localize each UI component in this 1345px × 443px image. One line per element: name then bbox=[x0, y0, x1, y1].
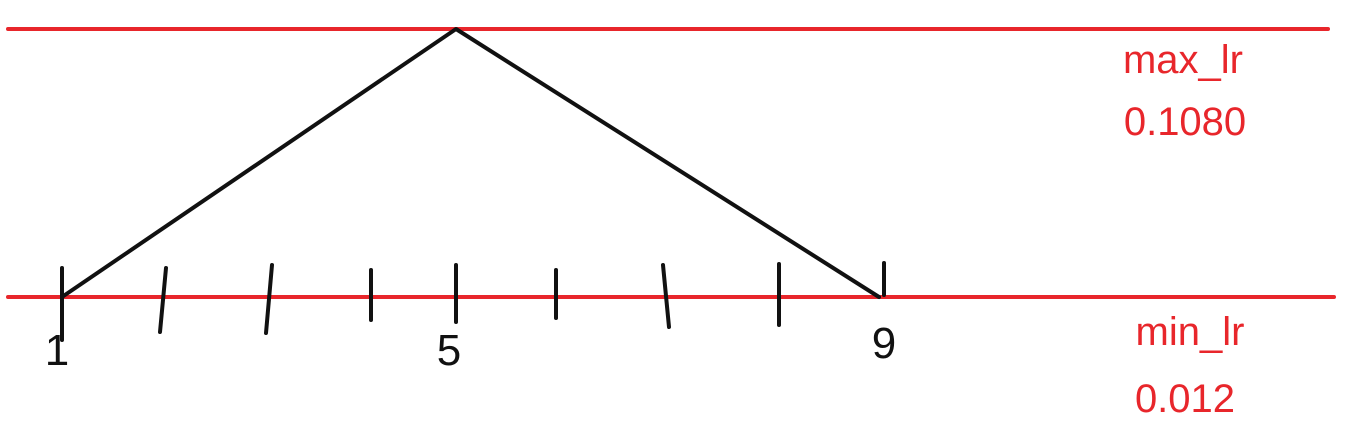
tick-mark-2 bbox=[158, 266, 168, 334]
tick-label-9: 9 bbox=[872, 319, 896, 368]
axis-ticks bbox=[60, 261, 886, 342]
min-lr-value: 0.012 bbox=[1135, 377, 1235, 421]
min-lr-label: min_lr bbox=[1136, 310, 1245, 354]
max-lr-label: max_lr bbox=[1123, 38, 1243, 82]
triangular-schedule-line bbox=[60, 27, 881, 299]
tick-mark-7 bbox=[661, 263, 671, 329]
axis-tick-labels: 1 5 9 bbox=[45, 319, 896, 375]
tick-label-5: 5 bbox=[437, 326, 461, 375]
tick-mark-3 bbox=[264, 263, 274, 335]
max-lr-value: 0.1080 bbox=[1124, 100, 1246, 144]
tick-label-1: 1 bbox=[45, 326, 69, 375]
